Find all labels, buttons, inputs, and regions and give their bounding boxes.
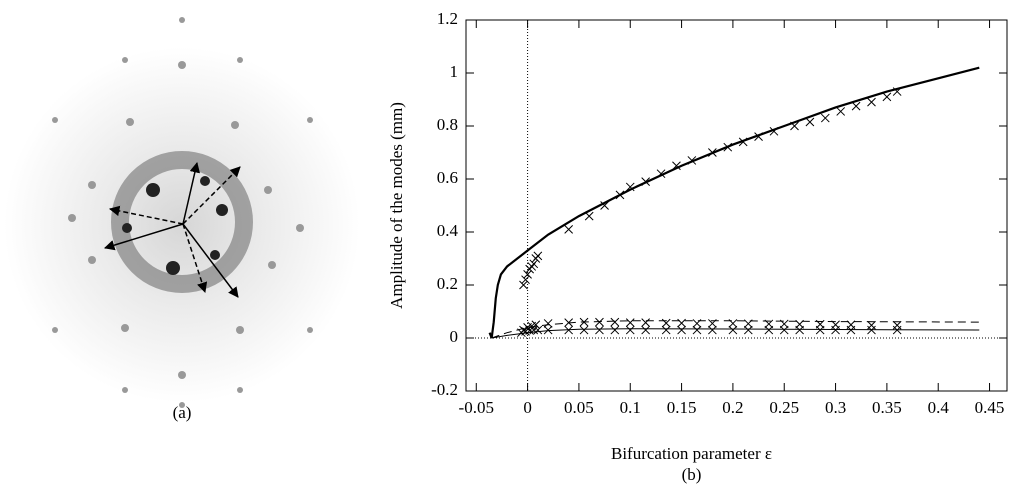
x-axis-label: Bifurcation parameter ε — [611, 444, 772, 463]
x-tick-label: -0.05 — [459, 398, 494, 417]
cross-marker — [564, 325, 574, 335]
cross-marker — [867, 320, 876, 330]
y-tick-label: 1.2 — [437, 9, 458, 28]
cross-marker — [692, 319, 702, 328]
cross-marker — [641, 325, 651, 335]
cross-marker — [708, 325, 717, 335]
cross-marker — [728, 325, 738, 335]
cross-marker — [661, 325, 671, 335]
cross-marker — [805, 117, 815, 127]
cross-marker — [867, 325, 876, 335]
cross-marker — [661, 318, 671, 328]
y-axis-label: Amplitude of the modes (mm) — [387, 102, 406, 309]
cross-marker — [743, 319, 753, 329]
cross-marker — [779, 319, 789, 329]
panel-label: (b) — [682, 465, 702, 484]
cross-marker — [641, 177, 651, 187]
cross-marker — [790, 121, 799, 131]
x-tick-label: 0.15 — [667, 398, 697, 417]
cross-marker — [846, 325, 856, 335]
cross-marker — [764, 325, 774, 335]
cross-marker — [851, 101, 861, 111]
y-tick-label: -0.2 — [431, 380, 458, 399]
cross-marker — [615, 190, 625, 200]
x-tick-label: 0 — [523, 398, 532, 417]
cross-marker — [754, 132, 763, 141]
cross-marker — [600, 201, 609, 210]
cross-marker — [677, 325, 686, 335]
cross-marker — [641, 318, 651, 327]
curve — [488, 66, 980, 339]
cross-marker — [625, 318, 635, 327]
cross-marker — [564, 224, 574, 234]
cross-marker — [625, 182, 635, 192]
y-tick-label: 1 — [450, 62, 459, 81]
cross-marker — [708, 319, 717, 328]
cross-marker — [764, 319, 774, 329]
x-tick-label: 0.45 — [975, 398, 1005, 417]
cross-marker — [692, 325, 702, 335]
cross-marker — [529, 325, 539, 335]
cross-marker — [564, 318, 574, 327]
cross-marker — [815, 325, 825, 335]
cross-marker — [708, 148, 717, 157]
cross-marker — [610, 325, 620, 335]
cross-marker — [723, 142, 733, 152]
cross-marker — [892, 325, 902, 335]
cross-marker — [543, 325, 553, 335]
y-tick-label: 0 — [450, 327, 459, 346]
cross-marker — [820, 113, 830, 123]
cross-marker — [543, 319, 553, 328]
cross-marker — [743, 325, 753, 335]
cross-marker — [728, 319, 738, 328]
y-tick-label: 0.2 — [437, 274, 458, 293]
x-tick-label: 0.05 — [564, 398, 594, 417]
curve — [491, 328, 980, 339]
cross-marker — [610, 317, 620, 327]
cross-marker — [892, 87, 902, 96]
cross-marker — [769, 126, 779, 136]
cross-marker — [831, 325, 840, 335]
x-tick-label: 0.35 — [872, 398, 902, 417]
cross-marker — [795, 325, 804, 335]
cross-marker — [779, 325, 789, 335]
cross-marker — [892, 320, 902, 330]
cross-marker — [584, 211, 594, 221]
cross-marker — [521, 275, 530, 285]
cross-marker — [533, 325, 543, 335]
cross-marker — [625, 325, 635, 335]
cross-marker — [533, 251, 543, 261]
x-tick-label: 0.2 — [722, 398, 743, 417]
cross-marker — [579, 325, 589, 335]
cross-marker — [677, 318, 686, 328]
cross-marker — [519, 280, 528, 290]
x-tick-label: 0.25 — [769, 398, 799, 417]
cross-marker — [529, 259, 539, 269]
plot-frame — [465, 19, 1008, 392]
cross-marker — [595, 317, 604, 327]
cross-marker — [882, 92, 892, 102]
cross-marker — [738, 137, 748, 147]
cross-marker — [672, 161, 681, 171]
x-tick-label: 0.1 — [620, 398, 641, 417]
x-tick-label: 0.4 — [928, 398, 950, 417]
cross-marker — [836, 107, 846, 116]
y-tick-label: 0.4 — [437, 221, 459, 240]
y-tick-label: 0.6 — [437, 168, 458, 187]
cross-marker — [523, 270, 532, 279]
cross-marker — [656, 169, 666, 179]
cross-marker — [867, 97, 876, 107]
panel-label: (a) — [173, 403, 192, 422]
cross-marker — [687, 156, 697, 165]
y-tick-label: 0.8 — [437, 115, 458, 134]
cross-marker — [595, 325, 604, 335]
pattern-image — [4, 17, 360, 408]
cross-marker — [579, 317, 589, 327]
x-tick-label: 0.3 — [825, 398, 846, 417]
